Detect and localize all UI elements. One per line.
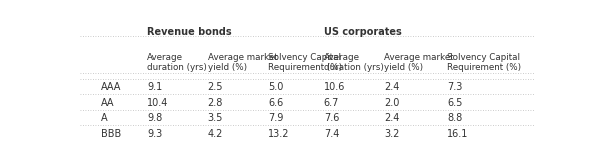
Text: 10.4: 10.4: [147, 98, 169, 108]
Text: 2.0: 2.0: [384, 98, 400, 108]
Text: 6.7: 6.7: [324, 98, 339, 108]
Text: 13.2: 13.2: [268, 129, 289, 139]
Text: US corporates: US corporates: [324, 27, 401, 37]
Text: Revenue bonds: Revenue bonds: [147, 27, 232, 37]
Text: 2.4: 2.4: [384, 113, 400, 123]
Text: Average
duration (yrs): Average duration (yrs): [324, 53, 383, 72]
Text: 8.8: 8.8: [447, 113, 462, 123]
Text: Solvency Capital
Requirement (%): Solvency Capital Requirement (%): [268, 53, 342, 72]
Text: Solvency Capital
Requirement (%): Solvency Capital Requirement (%): [447, 53, 521, 72]
Text: A: A: [101, 113, 107, 123]
Text: 10.6: 10.6: [324, 82, 345, 92]
Text: 6.5: 6.5: [447, 98, 463, 108]
Text: 16.1: 16.1: [447, 129, 469, 139]
Text: 3.5: 3.5: [208, 113, 223, 123]
Text: 9.1: 9.1: [147, 82, 163, 92]
Text: 9.3: 9.3: [147, 129, 163, 139]
Text: AAA: AAA: [101, 82, 121, 92]
Text: 6.6: 6.6: [268, 98, 283, 108]
Text: 7.3: 7.3: [447, 82, 463, 92]
Text: 7.4: 7.4: [324, 129, 339, 139]
Text: 3.2: 3.2: [384, 129, 400, 139]
Text: 2.4: 2.4: [384, 82, 400, 92]
Text: Average market
yield (%): Average market yield (%): [384, 53, 454, 72]
Text: AA: AA: [101, 98, 114, 108]
Text: 7.6: 7.6: [324, 113, 339, 123]
Text: 5.0: 5.0: [268, 82, 283, 92]
Text: 4.2: 4.2: [208, 129, 223, 139]
Text: Average
duration (yrs): Average duration (yrs): [147, 53, 207, 72]
Text: 9.8: 9.8: [147, 113, 163, 123]
Text: Average market
yield (%): Average market yield (%): [208, 53, 277, 72]
Text: BBB: BBB: [101, 129, 121, 139]
Text: 7.9: 7.9: [268, 113, 283, 123]
Text: 2.5: 2.5: [208, 82, 223, 92]
Text: 2.8: 2.8: [208, 98, 223, 108]
